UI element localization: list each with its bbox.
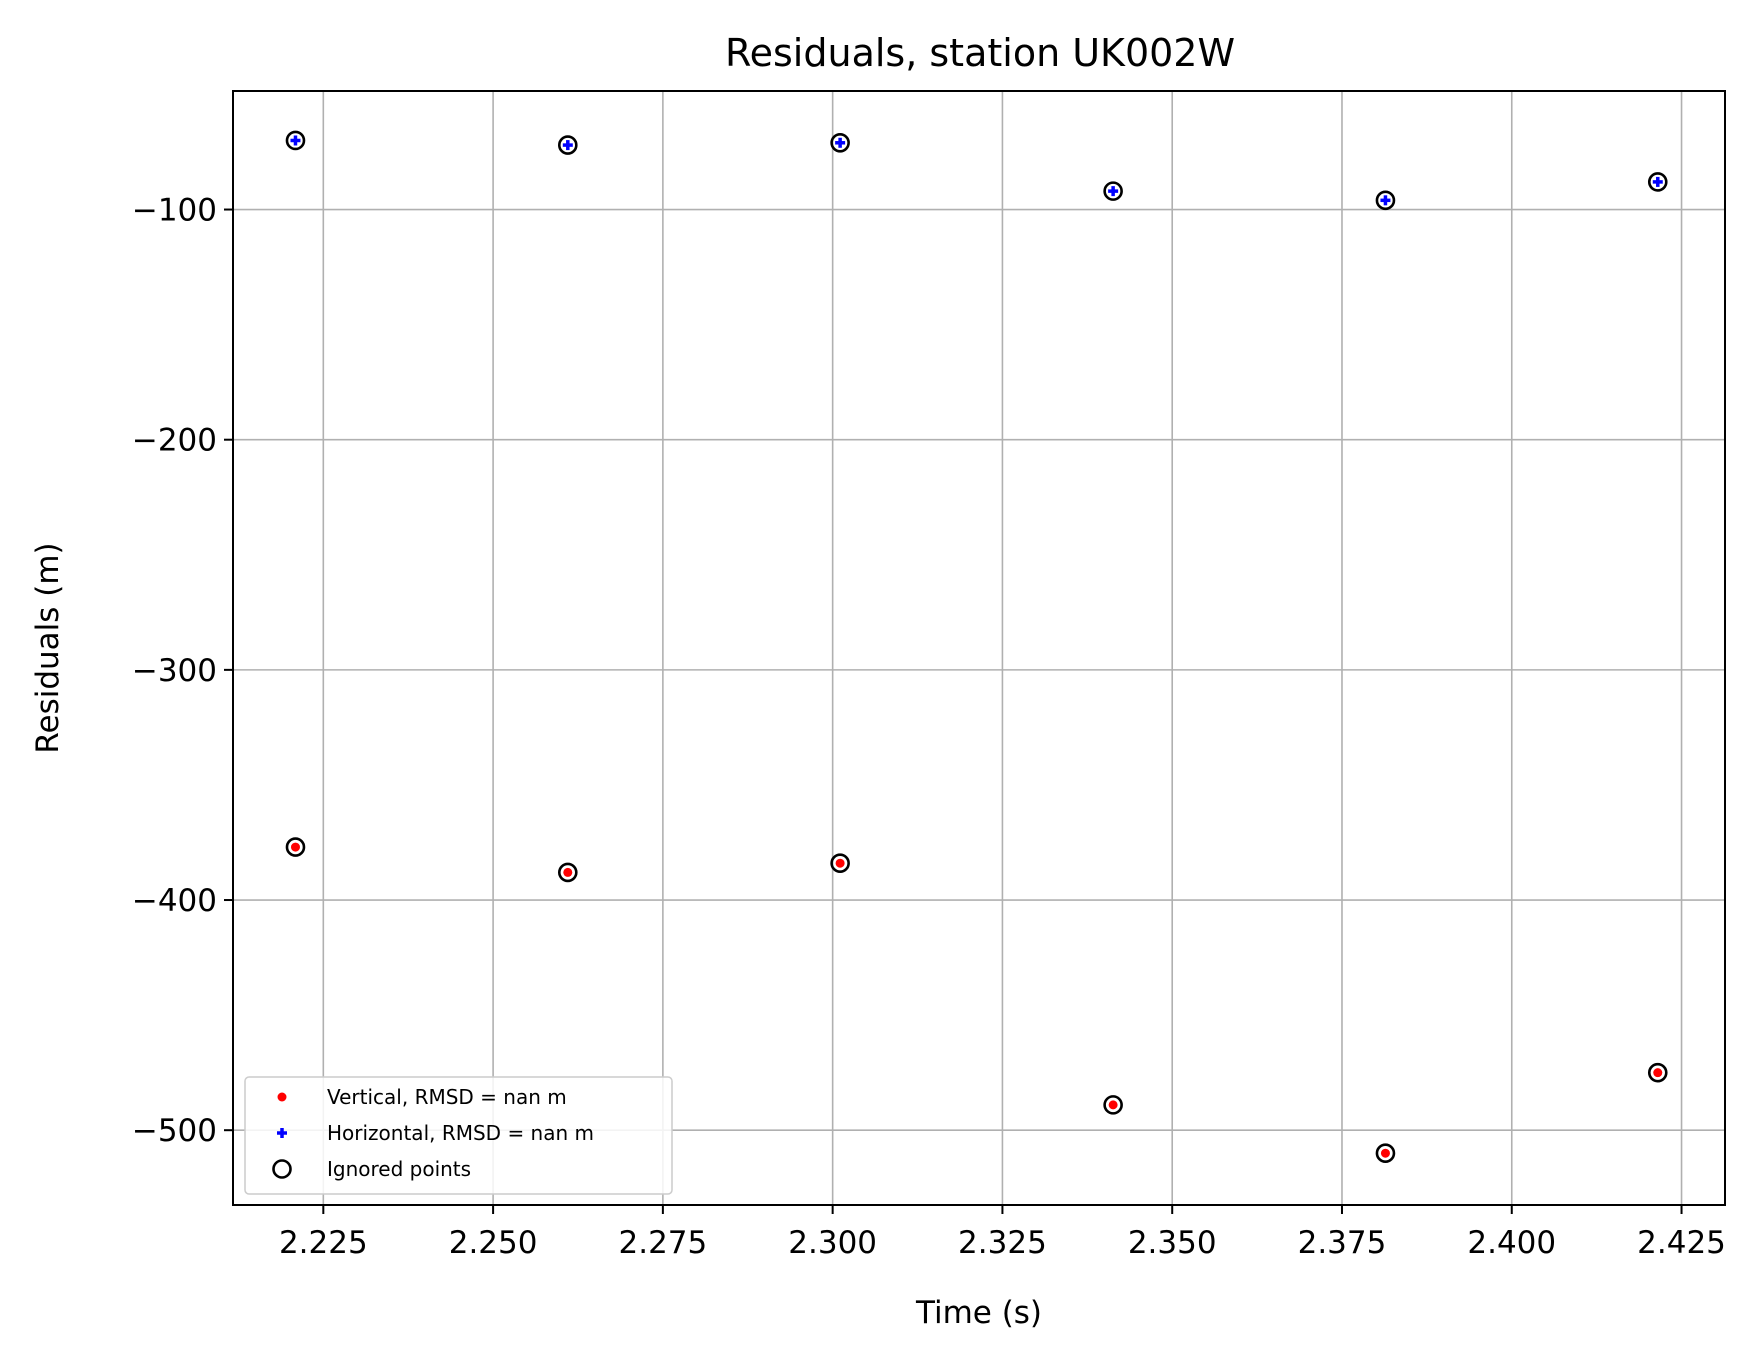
- chart-title: Residuals, station UK002W: [725, 31, 1235, 75]
- ignored-point: [1647, 1062, 1668, 1083]
- x-tick-label: 2.325: [958, 1225, 1047, 1261]
- x-axis-label: Time (s): [915, 1295, 1042, 1331]
- x-tick-label: 2.350: [1128, 1225, 1217, 1261]
- x-tick-label: 2.250: [449, 1225, 538, 1261]
- horizontal-point: [290, 135, 301, 146]
- legend-label: Ignored points: [327, 1157, 471, 1181]
- horizontal-point: [835, 137, 846, 148]
- ignored-point: [1647, 172, 1668, 192]
- x-tick-label: 2.225: [279, 1225, 368, 1261]
- vertical-point: [1108, 1100, 1118, 1110]
- y-tick-label: −200: [132, 423, 217, 459]
- legend-marker-ignored-point: [272, 1159, 292, 1179]
- ignored-point: [285, 130, 306, 151]
- horizontal-point: [1652, 176, 1663, 187]
- y-axis-ticks: −100 −200 −300 −400 −500: [132, 193, 233, 1149]
- ignored-point: [1103, 181, 1123, 201]
- horizontal-point: [562, 140, 573, 151]
- legend-box: [244, 1076, 673, 1195]
- vertical-point: [290, 842, 300, 852]
- ignored-point: [830, 132, 850, 153]
- vertical-point: [835, 858, 845, 868]
- legend-marker-horizontal-point: [277, 1128, 287, 1138]
- y-axis-label: Residuals (m): [30, 542, 66, 753]
- ignored-point: [558, 135, 578, 155]
- ignored-point: [558, 862, 578, 883]
- legend-label: Horizontal, RMSD = nan m: [327, 1121, 594, 1145]
- legend-label: Vertical, RMSD = nan m: [327, 1085, 567, 1109]
- x-tick-label: 2.400: [1467, 1225, 1556, 1261]
- ignored-point: [285, 837, 306, 857]
- ignored-point: [1375, 1143, 1396, 1164]
- vertical-point: [1653, 1068, 1663, 1078]
- horizontal-point: [1108, 186, 1119, 197]
- x-axis-ticks: 2.225 2.250 2.275 2.300 2.325 2.350 2.375 2.400…: [279, 1205, 1726, 1261]
- x-tick-label: 2.300: [788, 1225, 877, 1261]
- ignored-point: [1103, 1095, 1123, 1115]
- x-tick-label: 2.375: [1298, 1225, 1387, 1261]
- y-tick-label: −300: [132, 653, 217, 689]
- data-points: [285, 130, 1668, 1164]
- x-tick-label: 2.275: [619, 1225, 708, 1261]
- y-tick-label: −400: [132, 883, 217, 919]
- plot-frame: [232, 90, 1726, 1206]
- horizontal-point: [1380, 195, 1391, 206]
- ignored-point: [830, 853, 850, 874]
- legend: Vertical, RMSD = nan m Horizontal, RMSD =…: [244, 1076, 673, 1195]
- x-tick-label: 2.425: [1637, 1225, 1726, 1261]
- y-tick-label: −100: [132, 193, 217, 229]
- vertical-point: [1380, 1148, 1390, 1158]
- y-tick-label: −500: [132, 1113, 217, 1149]
- grid: [233, 91, 1725, 1205]
- legend-marker-vertical-point: [277, 1092, 287, 1102]
- ignored-point: [1375, 190, 1396, 211]
- vertical-point: [563, 867, 573, 877]
